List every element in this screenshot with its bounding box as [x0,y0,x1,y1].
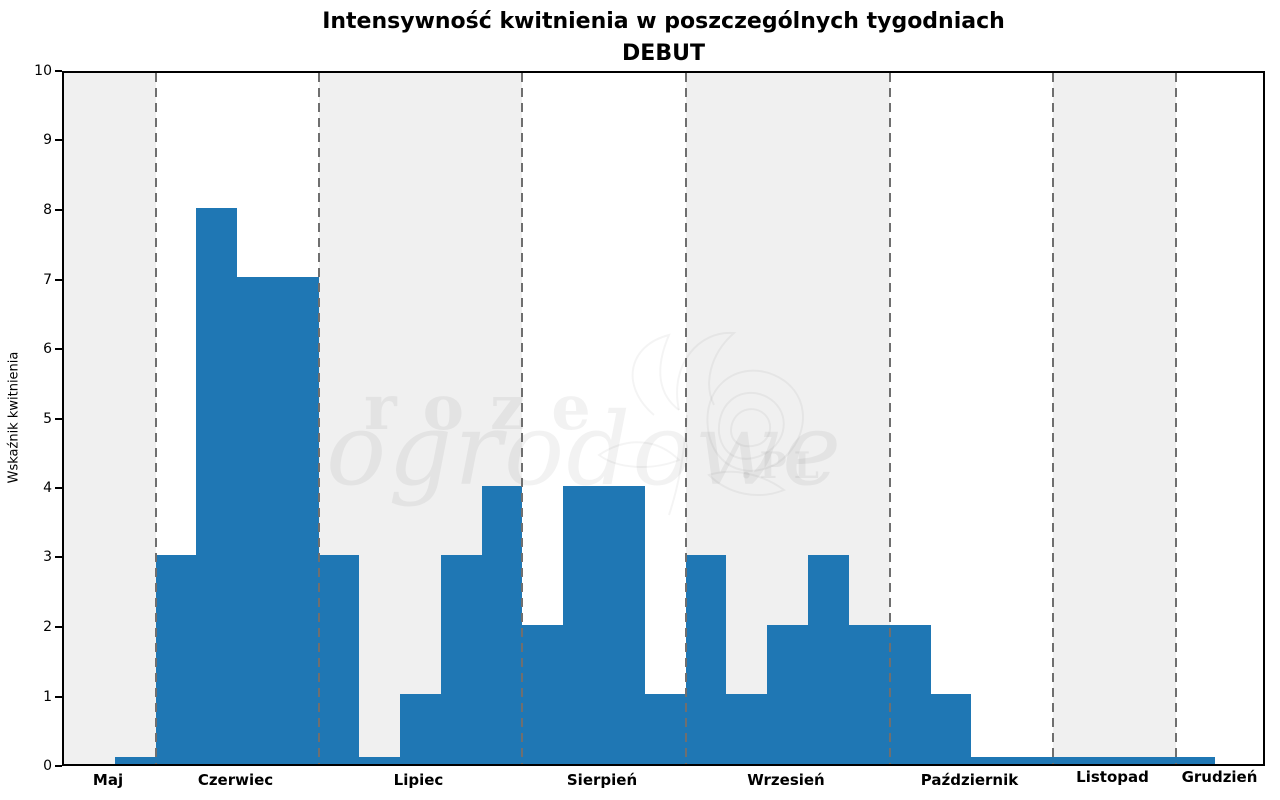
bar-week-23-pazdziernik [1012,757,1053,764]
ytick-label-4: 4 [43,480,52,496]
bar-week-16-wrzesien [726,694,767,764]
xtick-label-lipiec: Lipiec [393,771,444,789]
bar-week-12-sierpien [563,486,604,764]
ytick-mark-5 [55,418,62,420]
month-separator-wrzesien [685,73,687,764]
bar-week-14-sierpien [645,694,686,764]
ytick-label-10: 10 [34,63,52,79]
chart-title: Intensywność kwitnienia w poszczególnych… [322,9,1005,34]
month-band-maj [64,73,156,764]
ytick-label-3: 3 [43,549,52,565]
xtick-label-listopad: Listopad [1076,768,1149,786]
ytick-mark-7 [55,279,62,281]
bar-week-19-wrzesien [849,625,890,764]
bar-week-8-lipiec [400,694,441,764]
bar-week-20-pazdziernik [890,625,931,764]
bar-week-3-czerwiec [196,208,237,764]
bar-week-18-wrzesien [808,555,849,764]
ytick-label-2: 2 [43,619,52,635]
bar-week-27-grudzien [1175,757,1215,764]
bar-week-2-czerwiec [156,555,196,764]
xtick-label-sierpien: Sierpień [566,771,638,789]
ytick-mark-1 [55,696,62,698]
bar-week-11-sierpien [522,625,563,764]
bar-week-15-wrzesien [686,555,726,764]
month-band-listopad [1053,73,1176,764]
bar-week-10-lipiec [482,486,522,764]
ytick-mark-8 [55,209,62,211]
xtick-label-maj: Maj [92,771,124,789]
ytick-mark-2 [55,626,62,628]
ytick-label-0: 0 [43,758,52,774]
ytick-mark-0 [55,765,62,767]
month-separator-listopad [1052,73,1054,764]
ytick-mark-4 [55,487,62,489]
bar-week-5-czerwiec [278,277,319,764]
bar-week-26-listopad [1134,757,1175,764]
bar-week-24-listopad [1053,757,1094,764]
chart-subtitle: DEBUT [622,41,705,66]
xtick-label-pazdziernik: Październik [920,771,1019,789]
month-band-grudzien [1176,73,1263,764]
ytick-mark-10 [55,70,62,72]
bar-week-6-lipiec [319,555,359,764]
bar-week-13-sierpien [604,486,645,764]
bar-week-22-pazdziernik [971,757,1012,764]
ytick-label-6: 6 [43,341,52,357]
bar-week-9-lipiec [441,555,482,764]
ytick-label-1: 1 [43,689,52,705]
xtick-label-czerwiec: Czerwiec [197,771,274,789]
bar-week-1-maj [115,757,156,764]
bar-week-21-pazdziernik [931,694,971,764]
ytick-label-5: 5 [43,411,52,427]
xtick-label-grudzien: Grudzień [1181,768,1258,786]
bar-week-17-wrzesien [767,625,808,764]
month-separator-pazdziernik [889,73,891,764]
xtick-label-wrzesien: Wrzesień [747,771,825,789]
bar-week-25-listopad [1094,757,1134,764]
bar-week-4-czerwiec [237,277,278,764]
ytick-mark-3 [55,556,62,558]
ytick-mark-9 [55,139,62,141]
month-separator-czerwiec [155,73,157,764]
ytick-label-7: 7 [43,272,52,288]
month-separator-lipiec [318,73,320,764]
ytick-label-8: 8 [43,202,52,218]
ytick-mark-6 [55,348,62,350]
chart-title-block: Intensywność kwitnienia w poszczególnych… [62,6,1265,70]
ytick-label-9: 9 [43,132,52,148]
month-separator-grudzien [1175,73,1177,764]
plot-area: roze ogrodowe .PL [62,71,1265,766]
bar-week-7-lipiec [359,757,400,764]
month-separator-sierpien [521,73,523,764]
